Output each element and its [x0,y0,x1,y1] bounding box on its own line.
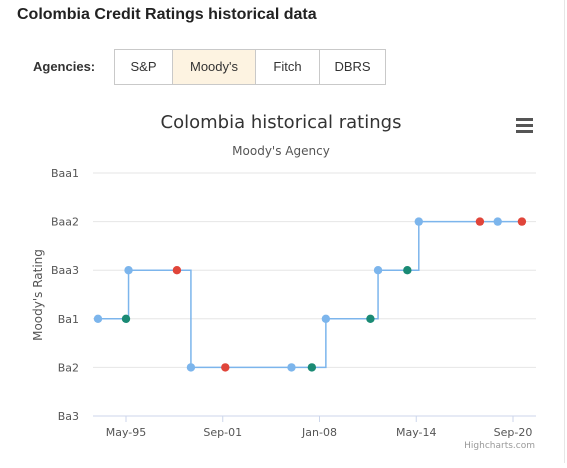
tab-sp[interactable]: S&P [115,50,173,84]
hamburger-menu-icon[interactable] [509,112,539,138]
x-tick-label: May-14 [396,426,437,439]
grid-lines [93,172,536,417]
rating-point-default[interactable] [414,217,423,226]
rating-point-upgrade[interactable] [403,266,412,275]
y-axis-title: Moody's Rating [31,249,45,341]
credits-link[interactable]: Highcharts.com [464,441,535,451]
y-tick-label: Ba1 [58,313,79,326]
rating-point-upgrade[interactable] [121,314,131,323]
ratings-chart-svg: Colombia historical ratings Moody's Agen… [31,112,539,451]
ratings-chart: Colombia historical ratings Moody's Agen… [0,100,564,463]
tab-moodys[interactable]: Moody's [173,50,256,84]
y-axis-labels: Ba3 Ba2 Ba1 Baa3 Baa2 Baa1 [51,167,79,423]
x-tick-label: Sep-01 [203,426,242,439]
agencies-label: Agencies: [33,59,96,74]
page-title: Colombia Credit Ratings historical data [17,6,317,23]
rating-point-upgrade[interactable] [307,363,317,372]
chart-title: Colombia historical ratings [161,112,402,133]
tab-fitch[interactable]: Fitch [256,50,320,84]
y-tick-label: Baa3 [51,264,79,277]
x-tick-label: Jan-08 [301,426,337,439]
x-axis-labels: May-95 Sep-01 Jan-08 May-14 Sep-20 [106,416,533,439]
y-tick-label: Ba2 [58,361,79,374]
rating-point-downgrade[interactable] [475,217,485,226]
rating-series-points [93,217,527,372]
x-tick-label: Sep-20 [494,426,533,439]
rating-point-downgrade[interactable] [517,217,527,226]
tab-dbrs[interactable]: DBRS [334,59,371,74]
rating-point-default[interactable] [373,266,383,275]
rating-point-default[interactable] [124,266,133,275]
agency-tabs: S&P Moody's Fitch DBRS [114,49,386,85]
rating-point-upgrade[interactable] [366,314,375,323]
chart-subtitle: Moody's Agency [232,144,330,158]
rating-point-default[interactable] [321,314,331,323]
rating-point-downgrade[interactable] [221,363,230,372]
rating-point-default[interactable] [287,363,296,372]
y-tick-label: Baa1 [51,167,79,180]
y-tick-label: Ba3 [58,410,79,423]
rating-point-default[interactable] [93,314,103,323]
rating-series-line [97,220,522,369]
x-tick-label: May-95 [106,426,147,439]
page-right-border [564,0,565,463]
rating-point-downgrade[interactable] [172,266,182,275]
y-tick-label: Baa2 [51,216,79,229]
rating-point-default[interactable] [493,217,502,226]
rating-point-default[interactable] [186,363,196,372]
rating-step-line [97,220,522,369]
